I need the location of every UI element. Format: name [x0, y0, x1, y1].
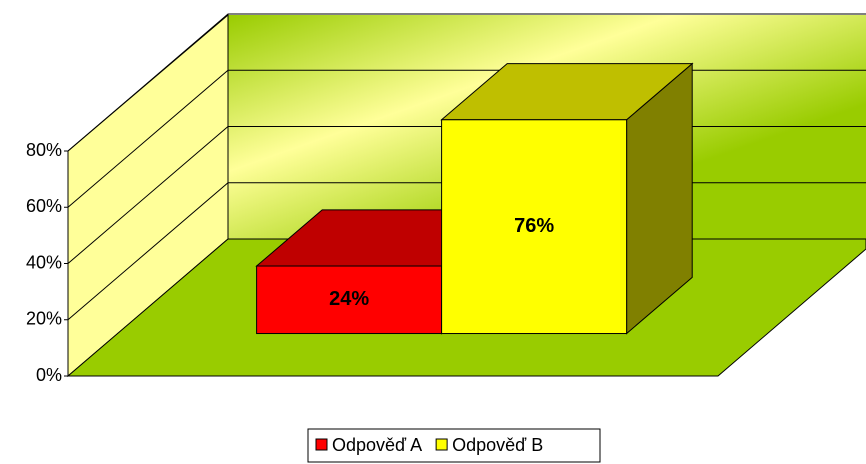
- y-tick-label: 80%: [26, 140, 62, 160]
- y-tick-label: 20%: [26, 309, 62, 329]
- grid-line: [67, 13, 866, 152]
- bar: [441, 119, 628, 335]
- legend-swatch: [435, 438, 448, 451]
- legend: [307, 428, 601, 463]
- legend-label: Odpověď A: [332, 435, 422, 455]
- legend-swatch: [315, 438, 328, 451]
- legend-label: Odpověď B: [452, 435, 543, 455]
- y-tick-label: 0%: [36, 365, 62, 385]
- y-tick-label: 60%: [26, 196, 62, 216]
- bar: [256, 265, 443, 335]
- data-label: 24%: [329, 288, 369, 310]
- data-label: 76%: [514, 215, 554, 237]
- y-tick-label: 40%: [26, 252, 62, 272]
